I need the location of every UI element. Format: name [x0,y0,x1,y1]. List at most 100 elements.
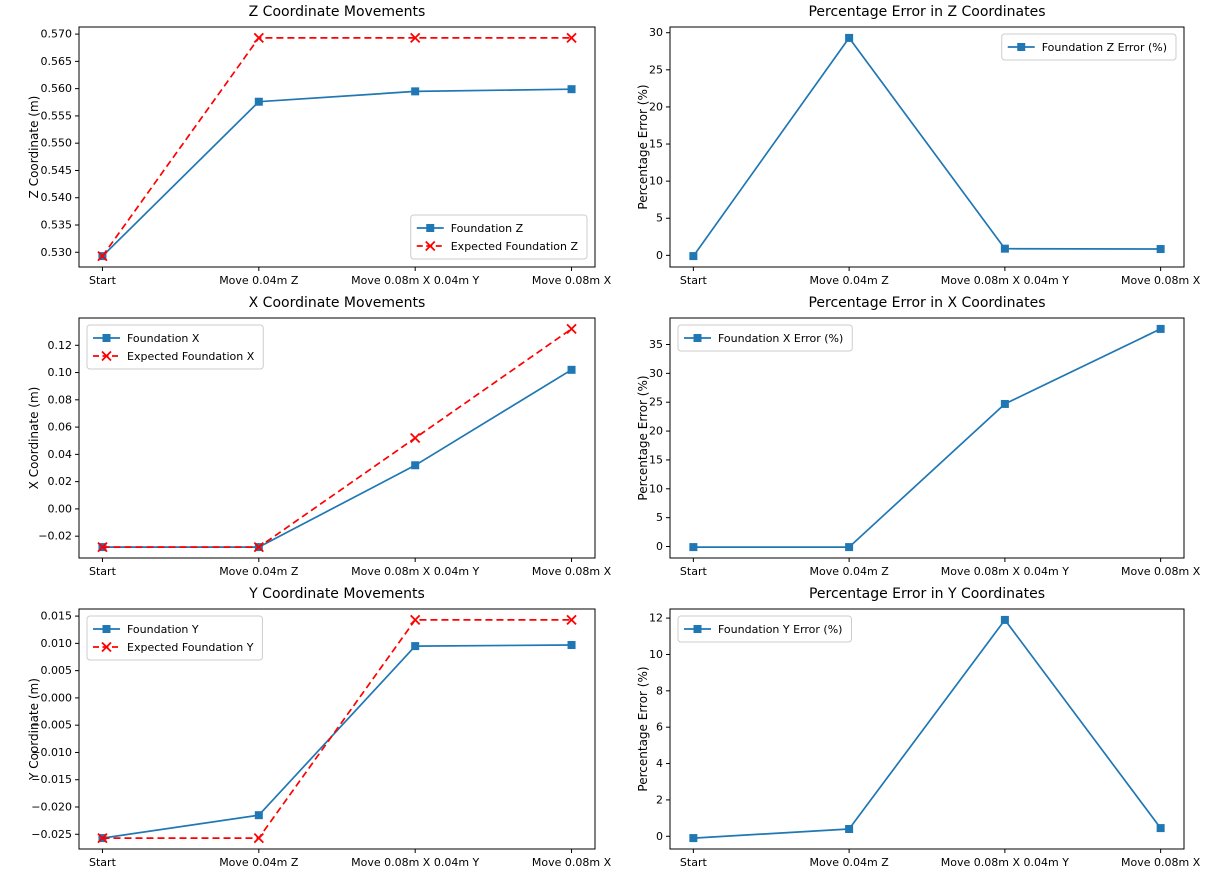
chart-canvas-x-movement: −0.02 0.00 0.02 0.04 0.06 0.08 0.10 0.12 Start Mo… [38,317,612,578]
svg-text:Move 0.08m X: Move 0.08m X [1121,565,1201,578]
svg-text:Foundation X Error (%): Foundation X Error (%) [718,332,843,345]
svg-text:Expected Foundation X: Expected Foundation X [127,350,255,363]
svg-text:0.010: 0.010 [41,637,73,650]
svg-text:Move 0.04m Z: Move 0.04m Z [810,274,890,287]
svg-text:0: 0 [656,830,663,843]
svg-text:Move 0.08m X 0.04m Y: Move 0.08m X 0.04m Y [351,856,479,869]
svg-text:Start: Start [680,274,708,287]
chart-title-y-error: Percentage Error in Y Coordinates [808,586,1046,602]
svg-text:35: 35 [649,338,663,351]
svg-text:−0.015: −0.015 [31,773,72,786]
chart-title-x-movement: X Coordinate Movements [248,295,426,311]
svg-text:0.560: 0.560 [41,82,73,95]
svg-text:0.005: 0.005 [41,664,73,677]
svg-text:Move 0.08m X 0.04m Y: Move 0.08m X 0.04m Y [941,274,1069,287]
subplot-y-error: Percentage Error in Y Coordinates Percen… [612,582,1224,873]
svg-text:0.10: 0.10 [48,366,73,379]
svg-text:0.00: 0.00 [48,502,73,515]
svg-text:Expected Foundation Y: Expected Foundation Y [127,641,254,654]
svg-text:Start: Start [89,274,117,287]
svg-text:0: 0 [656,540,663,553]
svg-text:25: 25 [649,396,663,409]
svg-text:Foundation Z: Foundation Z [451,222,524,235]
subplot-y-movement: Y Coordinate Movements Y Coordinate (m) … [0,582,612,873]
svg-text:Move 0.08m X: Move 0.08m X [1121,856,1201,869]
svg-text:−0.010: −0.010 [31,746,72,759]
chart-canvas-z-error: 0 5 10 15 20 25 30 Start Move 0.04m Z Move 0.08m … [649,26,1201,287]
svg-text:0.06: 0.06 [48,421,73,434]
svg-text:30: 30 [649,26,663,39]
svg-text:0.535: 0.535 [41,219,73,232]
svg-text:0.000: 0.000 [41,691,73,704]
svg-text:Move 0.04m Z: Move 0.04m Z [219,856,299,869]
svg-text:12: 12 [649,612,663,625]
svg-text:Move 0.04m Z: Move 0.04m Z [219,274,299,287]
svg-text:Move 0.08m X 0.04m Y: Move 0.08m X 0.04m Y [351,274,479,287]
svg-text:10: 10 [649,482,663,495]
svg-text:Move 0.04m Z: Move 0.04m Z [810,565,890,578]
svg-text:2: 2 [656,793,663,806]
subplot-z-movement: Z Coordinate Movements Z Coordinate (m) … [0,0,612,291]
svg-text:0.570: 0.570 [41,28,73,41]
svg-text:Move 0.08m X: Move 0.08m X [532,856,612,869]
subplot-x-movement: X Coordinate Movements X Coordinate (m) … [0,291,612,582]
svg-text:Foundation Z Error (%): Foundation Z Error (%) [1042,41,1167,54]
svg-text:Move 0.08m X: Move 0.08m X [532,565,612,578]
chart-canvas-y-error: 0 2 4 6 8 10 12 Start Move 0.04m Z Move 0.08m X 0… [649,608,1201,869]
svg-text:Move 0.08m X: Move 0.08m X [532,274,612,287]
chart-title-y-movement: Y Coordinate Movements [249,586,425,602]
chart-canvas-z-movement: 0.530 0.535 0.540 0.545 0.550 0.555 0.560 0.565… [41,26,612,287]
svg-text:0.550: 0.550 [41,137,73,150]
svg-text:10: 10 [649,648,663,661]
svg-text:Start: Start [680,565,708,578]
svg-text:Move 0.08m X 0.04m Y: Move 0.08m X 0.04m Y [941,565,1069,578]
svg-text:4: 4 [656,757,663,770]
svg-text:−0.025: −0.025 [31,828,72,841]
svg-text:Foundation X: Foundation X [127,332,200,345]
svg-text:8: 8 [656,684,663,697]
svg-text:6: 6 [656,721,663,734]
svg-text:30: 30 [649,367,663,380]
svg-text:0.540: 0.540 [41,191,73,204]
svg-text:Move 0.08m X 0.04m Y: Move 0.08m X 0.04m Y [941,856,1069,869]
svg-text:Start: Start [680,856,708,869]
svg-text:0.530: 0.530 [41,246,73,259]
svg-text:0.12: 0.12 [48,339,73,352]
svg-text:0.565: 0.565 [41,55,73,68]
chart-title-x-error: Percentage Error in X Coordinates [808,295,1046,311]
chart-canvas-x-error: 0 5 10 15 20 25 30 35 Start Move 0.04m Z Move 0.08… [649,317,1201,578]
svg-text:Start: Start [89,565,117,578]
svg-text:15: 15 [649,453,663,466]
svg-text:Move 0.04m Z: Move 0.04m Z [810,856,890,869]
svg-text:0: 0 [656,249,663,262]
svg-text:−0.005: −0.005 [31,719,72,732]
svg-text:25: 25 [649,63,663,76]
subplot-z-error: Percentage Error in Z Coordinates Percen… [612,0,1224,291]
subplot-x-error: Percentage Error in X Coordinates Percen… [612,291,1224,582]
svg-text:Foundation Y Error (%): Foundation Y Error (%) [718,623,842,636]
svg-text:Start: Start [89,856,117,869]
svg-text:0.02: 0.02 [48,475,73,488]
svg-text:15: 15 [649,138,663,151]
chart-canvas-y-movement: −0.025 −0.020 −0.015 −0.010 −0.005 0.000 0.005… [31,608,612,869]
svg-text:10: 10 [649,175,663,188]
svg-text:5: 5 [656,212,663,225]
svg-text:0.08: 0.08 [48,393,73,406]
svg-text:−0.02: −0.02 [38,530,72,543]
svg-text:0.545: 0.545 [41,164,73,177]
chart-title-z-error: Percentage Error in Z Coordinates [808,4,1046,20]
svg-text:Expected Foundation Z: Expected Foundation Z [451,240,579,253]
svg-text:Move 0.08m X: Move 0.08m X [1121,274,1201,287]
chart-title-z-movement: Z Coordinate Movements [248,4,426,20]
svg-text:−0.020: −0.020 [31,801,72,814]
svg-text:Foundation Y: Foundation Y [127,623,199,636]
svg-text:0.555: 0.555 [41,109,73,122]
svg-text:0.04: 0.04 [48,448,73,461]
svg-text:20: 20 [649,425,663,438]
svg-text:Move 0.08m X 0.04m Y: Move 0.08m X 0.04m Y [351,565,479,578]
svg-text:20: 20 [649,100,663,113]
svg-text:Move 0.04m Z: Move 0.04m Z [219,565,299,578]
svg-text:5: 5 [656,511,663,524]
svg-text:0.015: 0.015 [41,610,73,623]
